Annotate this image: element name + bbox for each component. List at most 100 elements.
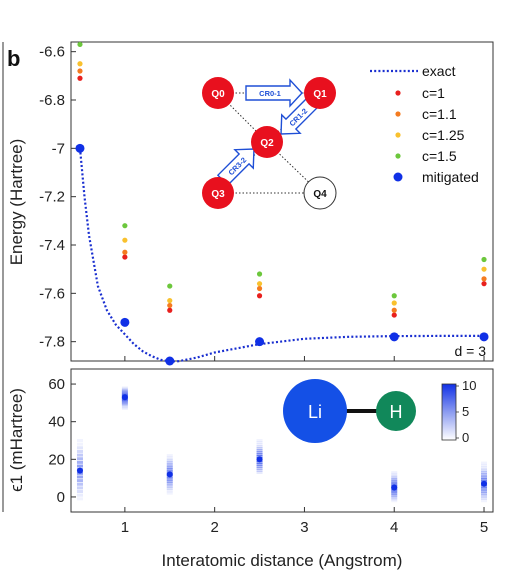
error-point	[121, 394, 128, 401]
bottom-x-tick-label: 1	[121, 519, 129, 536]
error-distribution-cell	[76, 475, 83, 479]
error-distribution-cell	[76, 460, 83, 464]
bottom-y-tick-label: 60	[48, 376, 65, 393]
qubit-diagram: CR0-1 CR1-2 CR3-2 Q0 Q1 Q2 Q3 Q4	[202, 77, 337, 210]
bottom-x-tick-label: 4	[390, 519, 398, 536]
top-y-tick-label: -6.6	[39, 44, 65, 61]
energy-point-c1	[77, 75, 83, 81]
error-distribution-cell	[391, 479, 398, 483]
qubit-q2	[251, 126, 283, 158]
top-y-tick-label: -7.8	[39, 334, 65, 351]
energy-point-c1-5	[481, 256, 487, 263]
top-y-tick-label: -7.4	[39, 237, 65, 254]
energy-point-c1-5	[77, 41, 83, 48]
error-distribution-cell	[391, 481, 398, 485]
error-distribution-cell	[166, 461, 173, 465]
error-distribution-cell	[166, 454, 173, 458]
energy-point-c1-1	[391, 307, 397, 313]
energy-point-c1-25	[122, 237, 128, 243]
error-distribution-cell	[481, 473, 488, 477]
bottom-axes: 0 20 40 60 1 2 3 4 5	[48, 376, 488, 536]
error-distribution-cell	[121, 399, 128, 403]
bottom-x-tick-label: 3	[300, 519, 308, 536]
error-distribution-cell	[256, 468, 263, 472]
error-distribution-cell	[166, 491, 173, 495]
error-distribution-cell	[76, 446, 83, 450]
qubit-q4	[303, 176, 337, 210]
qubit-q1-label: Q1	[313, 89, 327, 100]
error-distribution-cell	[481, 496, 488, 500]
top-y-axis-label: Energy (Hartree)	[7, 139, 26, 266]
error-point	[256, 456, 263, 463]
error-distribution-cell	[166, 458, 173, 462]
error-distribution-cell	[76, 453, 83, 457]
legend-mitigated-marker	[393, 172, 403, 182]
energy-point-c1-25	[391, 300, 397, 306]
error-distribution-cell	[76, 497, 83, 501]
qubit-q2-label: Q2	[260, 138, 274, 149]
error-distribution-cell	[391, 472, 398, 476]
error-distribution-cell	[256, 448, 263, 452]
energy-point-c1-1	[167, 302, 173, 309]
panel-label: b	[7, 46, 20, 71]
error-distribution-cell	[256, 452, 263, 456]
error-distribution-cell	[121, 407, 128, 411]
error-point	[76, 467, 83, 474]
energy-point-c1-5	[391, 293, 397, 299]
error-distribution-cell	[391, 478, 398, 482]
error-distribution-cell	[121, 391, 128, 395]
error-distribution-cell	[256, 439, 263, 442]
error-distribution-cell	[481, 499, 488, 503]
error-distribution-cell	[121, 386, 128, 390]
lih-molecule: Li H	[283, 379, 416, 443]
error-distribution-cell	[256, 446, 263, 450]
legend-c1_1-marker	[395, 111, 401, 117]
legend-c1_5-marker	[395, 153, 401, 159]
colorbar	[441, 383, 457, 441]
error-point	[481, 480, 488, 487]
energy-point-c1-5	[256, 271, 263, 277]
energy-point-mitigated	[389, 332, 399, 342]
h-atom-label: H	[390, 402, 403, 422]
error-distribution-cell	[391, 492, 398, 496]
energy-point-mitigated	[479, 332, 489, 342]
error-distribution-cell	[256, 462, 263, 466]
energy-point-c1	[122, 254, 128, 260]
energy-point-c1-1	[256, 285, 263, 292]
error-distribution-cell	[481, 468, 488, 472]
error-distribution-cell	[391, 470, 398, 474]
error-distribution-cell	[481, 478, 488, 482]
energy-point-c1-25	[481, 266, 487, 272]
error-distribution-cell	[481, 492, 488, 496]
energy-point-c1	[256, 293, 263, 299]
error-distribution-cell	[391, 490, 398, 494]
error-distribution-cell	[121, 387, 128, 391]
bottom-y-tick-label: 0	[57, 489, 65, 506]
error-point	[166, 471, 173, 478]
error-distribution-cell	[76, 449, 83, 453]
error-distribution-cell	[256, 450, 263, 454]
error-distribution-cell	[121, 390, 128, 394]
qubit-q0	[202, 77, 234, 109]
error-distribution-cell	[76, 482, 83, 486]
legend-c1_25-marker	[395, 132, 401, 138]
error-distribution-cell	[166, 484, 173, 488]
error-distribution-cell	[481, 461, 488, 465]
error-distribution-cell	[256, 460, 263, 464]
legend-c1_1-label: c=1.1	[422, 106, 457, 122]
error-distribution-cell	[256, 470, 263, 474]
energy-point-c1-5	[122, 223, 128, 229]
bottom-x-tick-label: 5	[480, 519, 488, 536]
energy-point-c1	[167, 307, 173, 313]
energy-point-c1-1	[122, 249, 128, 255]
exact-curve	[78, 148, 484, 363]
energy-point-c1-5	[167, 283, 173, 289]
energy-point-mitigated	[255, 337, 265, 347]
error-distribution-cell	[256, 464, 263, 468]
legend-c1-label: c=1	[422, 85, 445, 101]
bottom-x-tick-label: 2	[210, 519, 218, 536]
bottom-y-tick-label: 40	[48, 414, 65, 431]
error-distribution-cell	[481, 470, 488, 474]
error-distribution-cell	[256, 466, 263, 470]
energy-point-c1-1	[77, 68, 83, 74]
